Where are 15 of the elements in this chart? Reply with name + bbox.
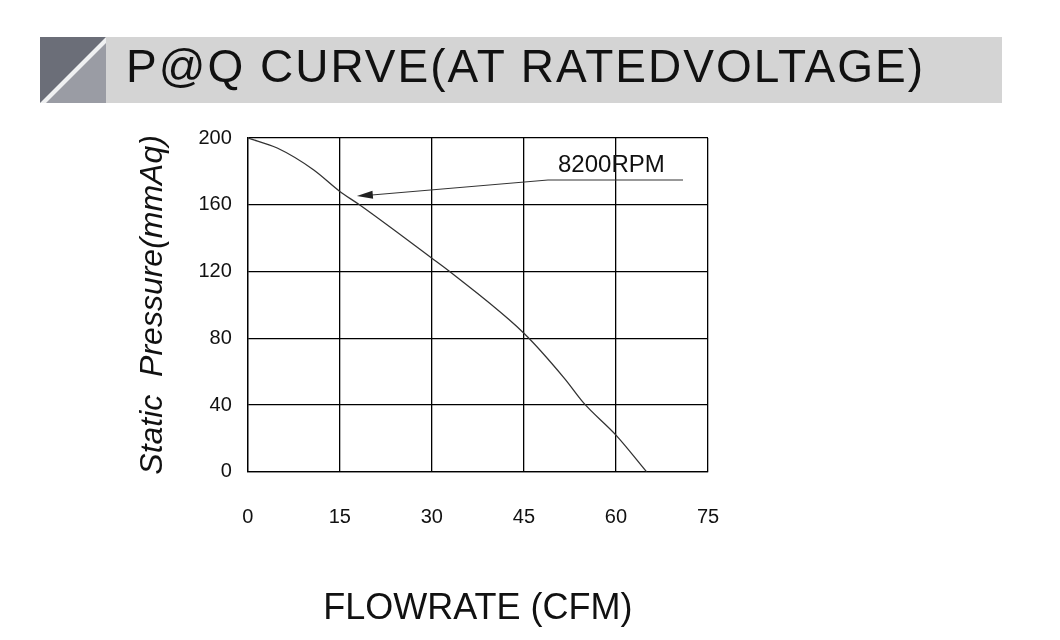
- x-tick-label: 0: [242, 505, 254, 528]
- x-axis-title: FLOWRATE (CFM): [323, 586, 633, 628]
- x-tick-label: 15: [328, 505, 351, 528]
- y-tick-label: 40: [209, 392, 232, 415]
- y-axis-title: Static Pressure(mmAq): [133, 135, 170, 475]
- x-tick-label: 45: [512, 505, 536, 528]
- y-tick-label: 160: [198, 192, 232, 215]
- y-tick-label: 0: [220, 459, 232, 482]
- chart-title: P@Q CURVE(AT RATEDVOLTAGE): [126, 39, 926, 93]
- x-tick-label: 60: [604, 505, 628, 528]
- y-tick-label: 200: [198, 125, 232, 148]
- x-tick-label: 75: [696, 505, 720, 528]
- y-tick-label: 80: [209, 325, 232, 348]
- y-tick-label: 120: [198, 259, 232, 282]
- x-tick-label: 30: [420, 505, 443, 528]
